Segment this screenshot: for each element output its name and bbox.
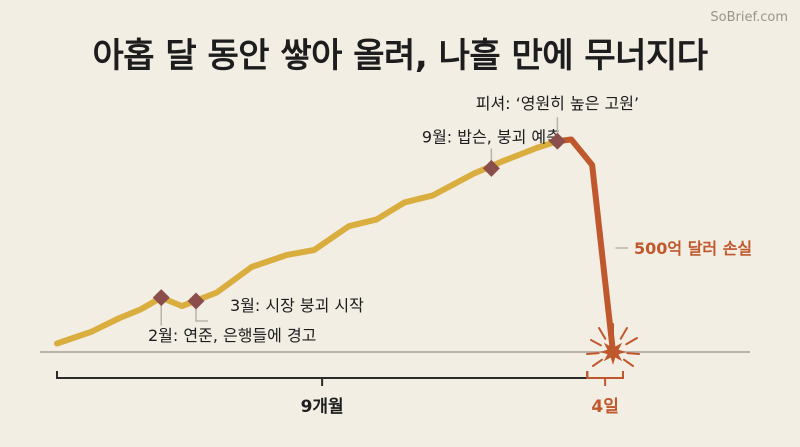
crash-label: 500억 달러 손실 <box>634 239 752 258</box>
brand-watermark: SoBrief.com <box>710 10 788 25</box>
span-label-9-months: 9개월 <box>301 397 344 417</box>
event-marker-sep <box>482 159 500 177</box>
span-label-4-days: 4일 <box>591 397 618 417</box>
event-marker-mar <box>187 292 205 310</box>
crash-burst-ray-7 <box>592 358 603 367</box>
event-label-fisher: 피셔: ‘영원히 높은 고원’ <box>476 94 639 113</box>
span-bracket-9-months <box>56 371 589 379</box>
chart-title: 아홉 달 동안 쌓아 올려, 나흘 만에 무너지다 <box>92 36 708 76</box>
crash-burst-ray-0 <box>590 339 602 347</box>
crash-burst-ray-4 <box>625 337 638 346</box>
crash-burst-ray-8 <box>586 352 600 355</box>
crash-burst-ray-6 <box>623 358 634 367</box>
event-label-feb: 2월: 연준, 은행들에 경고 <box>148 326 316 345</box>
crash-burst-ray-1 <box>598 327 607 340</box>
event-marker-feb <box>152 289 170 307</box>
event-label-sep: 9월: 밥슨, 붕괴 예측 <box>422 127 561 146</box>
event-leader-mar <box>195 309 208 322</box>
event-label-mar: 3월: 시장 붕괴 시작 <box>230 296 364 315</box>
event-marker-fisher <box>548 132 566 150</box>
span-bracket-4-days <box>586 371 624 379</box>
crash-burst-ray-5 <box>626 352 640 355</box>
crash-series-line <box>554 136 616 355</box>
crash-burst-ray-3 <box>619 327 628 340</box>
rise-series-line <box>54 138 561 347</box>
crash-burst-icon <box>600 339 626 365</box>
